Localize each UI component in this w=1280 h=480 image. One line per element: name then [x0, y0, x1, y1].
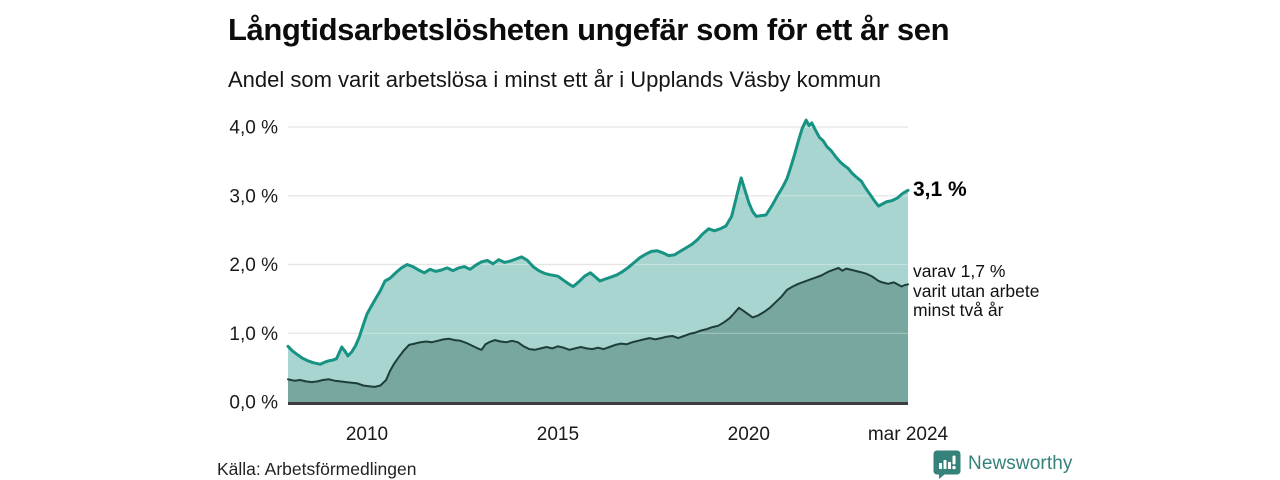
annotation-secondary-line-1: varav 1,7 % — [913, 261, 1006, 281]
svg-text:2020: 2020 — [728, 424, 770, 445]
svg-text:2,0 %: 2,0 % — [229, 255, 278, 276]
annotation-secondary-line-2: varit utan arbete — [913, 280, 1040, 301]
newsworthy-brand-link[interactable]: Newsworthy — [933, 449, 1072, 479]
svg-text:1,0 %: 1,0 % — [229, 324, 278, 345]
newsworthy-logo-icon — [933, 450, 961, 479]
newsworthy-brand-name: Newsworthy — [968, 453, 1073, 474]
annotation-secondary-line-3: minst två år — [913, 300, 1004, 320]
svg-text:2010: 2010 — [346, 424, 388, 445]
series-lines — [286, 118, 910, 388]
page-subtitle: Andel som varit arbetslösa i minst ett å… — [228, 67, 881, 92]
svg-text:4,0 %: 4,0 % — [229, 118, 278, 139]
annotation-secondary: varav 1,7 % varit utan arbete minst två … — [913, 261, 1040, 321]
gridlines-overlay — [288, 126, 908, 334]
svg-text:0,0 %: 0,0 % — [229, 393, 278, 414]
svg-text:mar 2024: mar 2024 — [868, 424, 949, 445]
svg-text:2015: 2015 — [537, 424, 579, 445]
svg-text:3,0 %: 3,0 % — [229, 186, 278, 207]
annotation-latest-total: 3,1 % — [913, 178, 967, 202]
area-fills — [288, 120, 908, 402]
axis-tick-labels: 0,0 % 1,0 % 2,0 % 3,0 % 4,0 % 2010 2015 2020 mar… — [229, 118, 948, 446]
page-title: Långtidsarbetslösheten ungefär som för e… — [228, 12, 950, 47]
source-label: Källa: Arbetsförmedlingen — [217, 459, 417, 479]
